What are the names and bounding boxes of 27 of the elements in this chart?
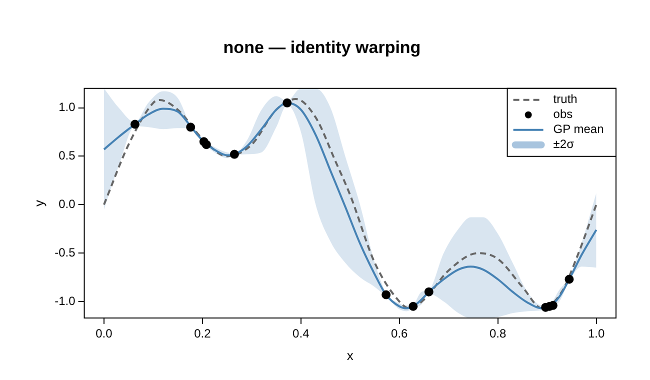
point (408, 302, 418, 311)
y-tick-label: -0.5 (54, 245, 76, 260)
point (202, 140, 211, 150)
point (382, 290, 391, 300)
x-tick-label: 0.2 (194, 326, 212, 341)
point (424, 287, 434, 296)
point (564, 274, 574, 284)
x-tick-label: 1.0 (588, 326, 605, 341)
y-tick-label: 0.0 (58, 196, 76, 211)
x-axis-title: x (346, 348, 354, 363)
x-tick-label: 0.8 (489, 326, 507, 341)
y-tick-label: 0.5 (58, 148, 76, 163)
x-tick-label: 0.6 (391, 326, 408, 341)
legend-label: truth (553, 92, 578, 106)
point (282, 98, 292, 108)
point (186, 122, 196, 132)
y-axis-title: y (31, 199, 46, 206)
annotation: ±2σ (553, 137, 575, 152)
point (130, 120, 140, 129)
y-tick-label: -1.0 (54, 294, 76, 308)
legend-label: obs (553, 107, 573, 122)
point (230, 150, 239, 159)
x-tick-label: 0.4 (292, 326, 310, 341)
chart-title: none — identity warping (223, 38, 421, 57)
x-tick-label: 0.0 (96, 326, 113, 341)
legend-label: GP mean (553, 122, 604, 136)
y-tick-label: 1.0 (58, 100, 76, 114)
